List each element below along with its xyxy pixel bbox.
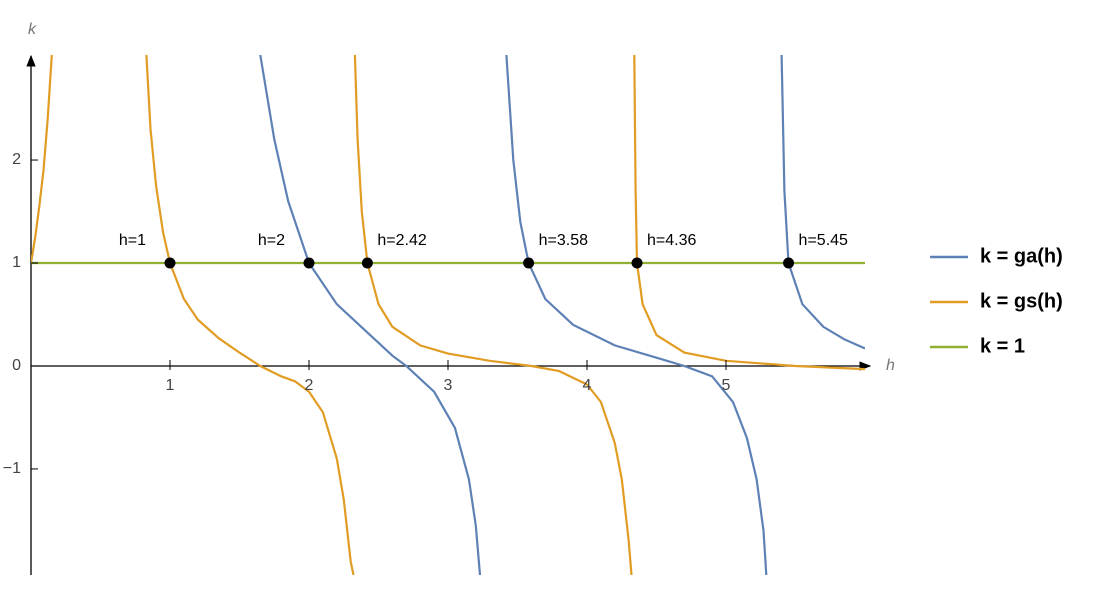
x-axis-label: h [886, 357, 895, 374]
y-tick-label: 2 [12, 151, 21, 168]
intersection-point [303, 257, 315, 269]
y-tick-label: 1 [12, 254, 21, 271]
intersection-point [361, 257, 373, 269]
legend-label: k = ga(h) [980, 245, 1063, 267]
intersection-point [631, 257, 643, 269]
legend-label: k = gs(h) [980, 290, 1063, 312]
x-tick-label: 2 [305, 377, 314, 394]
y-axis-label: k [28, 21, 37, 38]
y-tick-label: 0 [12, 357, 21, 374]
point-label: h=1 [119, 232, 146, 249]
plot-area [31, 55, 865, 575]
intersection-point [523, 257, 535, 269]
intersection-point [164, 257, 176, 269]
point-label: h=3.58 [539, 232, 588, 249]
curve [259, 55, 865, 575]
x-tick-label: 3 [444, 377, 453, 394]
point-label: h=2.42 [377, 232, 426, 249]
y-tick-label: −1 [3, 460, 21, 477]
curve [31, 55, 865, 575]
point-label: h=5.45 [799, 232, 848, 249]
x-tick-label: 5 [722, 377, 731, 394]
point-label: h=2 [258, 232, 285, 249]
intersection-point [783, 257, 795, 269]
point-label: h=4.36 [647, 232, 696, 249]
x-tick-label: 1 [166, 377, 175, 394]
x-tick-label: 4 [583, 377, 592, 394]
legend-label: k = 1 [980, 335, 1025, 357]
